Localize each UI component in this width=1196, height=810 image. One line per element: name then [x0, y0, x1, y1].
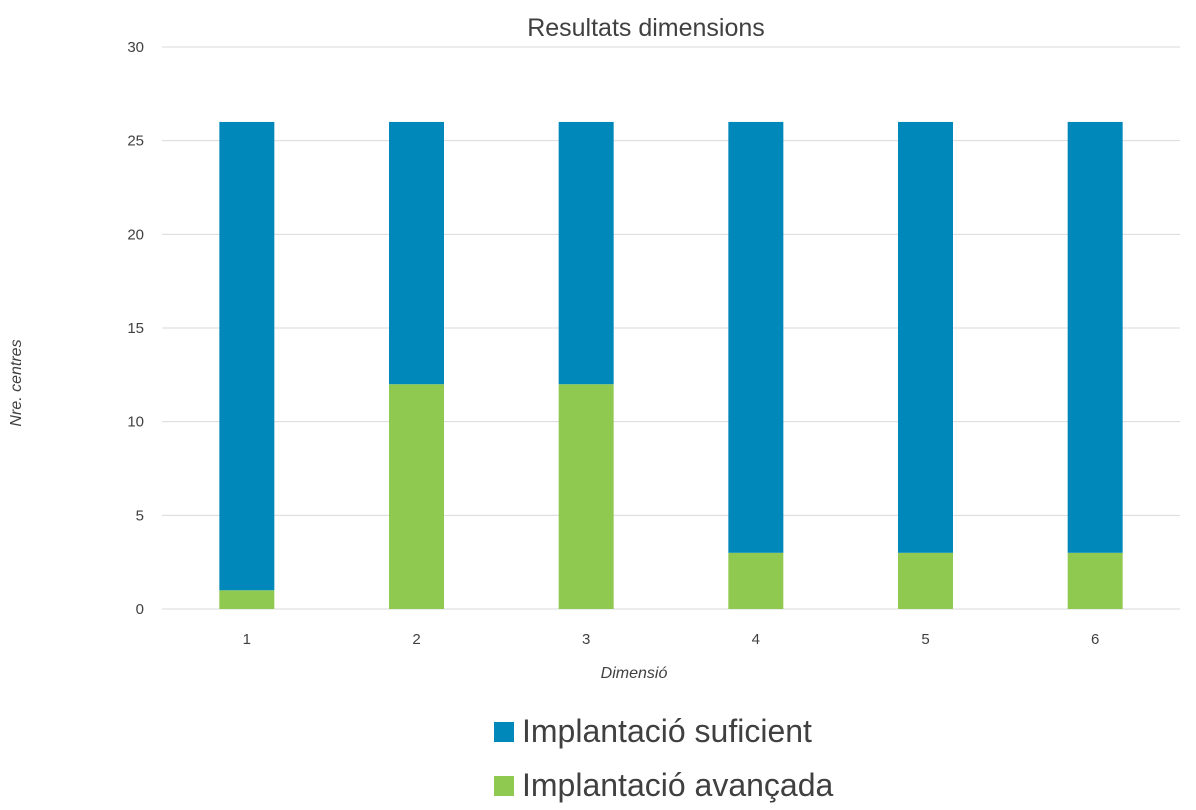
y-axis-ticks: 0 5 10 15 20 25 30 — [127, 39, 144, 618]
bar-implantaci-avan-ada-5 — [898, 552, 953, 609]
x-tick-label: 2 — [412, 631, 420, 648]
gridlines — [162, 46, 1180, 610]
bar-implantaci-avan-ada-3 — [558, 384, 614, 609]
x-tick-label: 5 — [921, 631, 929, 648]
y-tick-label: 5 — [136, 507, 144, 524]
bar-implantaci-suficient-2 — [389, 121, 444, 385]
bar-implantaci-suficient-4 — [728, 121, 784, 553]
y-tick-label: 25 — [127, 133, 144, 150]
legend: Implantació suficient Implantació avançad… — [494, 713, 834, 803]
y-tick-label: 10 — [127, 414, 144, 431]
legend-label: Implantació avançada — [522, 767, 834, 803]
bar-implantaci-suficient-5 — [898, 121, 953, 553]
chart-title: Resultats dimensions — [527, 14, 765, 42]
y-tick-label: 15 — [127, 320, 144, 337]
x-axis-ticks: 1 2 3 4 5 6 — [243, 631, 1100, 648]
bar-implantaci-suficient-3 — [558, 121, 614, 385]
x-tick-label: 6 — [1091, 631, 1099, 648]
bars — [219, 121, 1123, 609]
bar-implantaci-avan-ada-2 — [389, 384, 444, 609]
legend-label: Implantació suficient — [522, 713, 812, 749]
legend-swatch — [494, 722, 514, 742]
bar-implantaci-suficient-1 — [219, 121, 275, 591]
x-tick-label: 3 — [582, 631, 590, 648]
y-tick-label: 20 — [127, 226, 144, 243]
bar-implantaci-avan-ada-6 — [1067, 552, 1123, 609]
x-tick-label: 1 — [243, 631, 251, 648]
x-axis-label: Dimensió — [601, 665, 668, 682]
y-axis-label: Nre. centres — [8, 339, 25, 426]
bar-implantaci-avan-ada-4 — [728, 552, 784, 609]
bar-implantaci-avan-ada-1 — [219, 590, 275, 609]
x-tick-label: 4 — [752, 631, 760, 648]
y-tick-label: 30 — [127, 39, 144, 56]
bar-implantaci-suficient-6 — [1067, 121, 1123, 553]
y-tick-label: 0 — [136, 601, 144, 618]
legend-swatch — [494, 776, 514, 796]
